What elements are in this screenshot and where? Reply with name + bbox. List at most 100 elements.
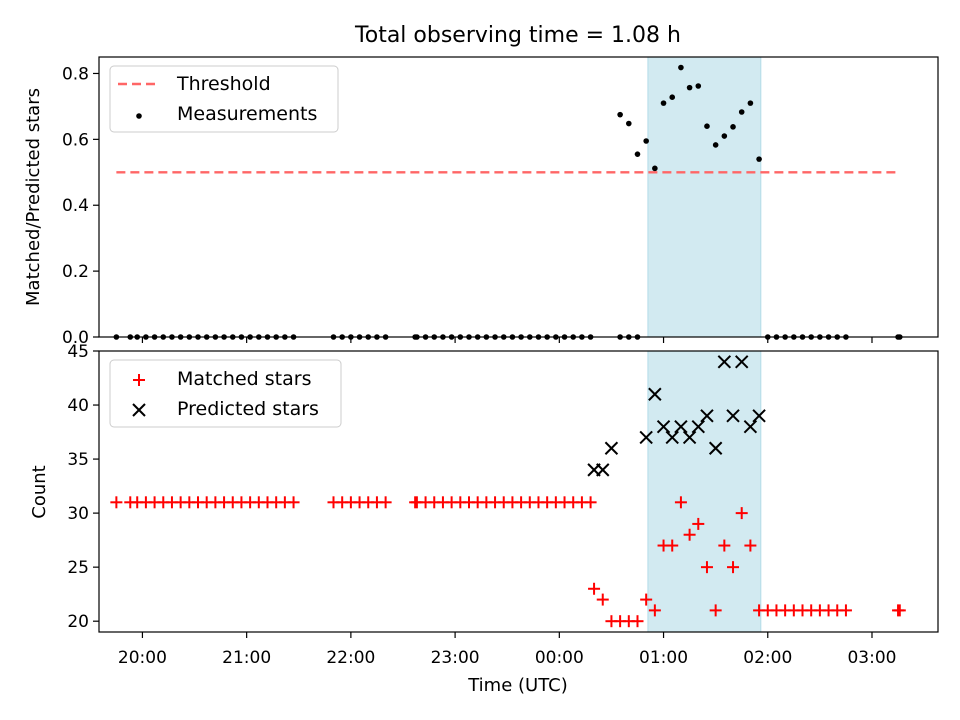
measurement-point — [634, 151, 641, 157]
predicted-legend-label: Predicted stars — [177, 398, 319, 420]
measurement-point — [756, 156, 762, 162]
predicted-star-point — [665, 430, 679, 445]
measurement-point — [617, 111, 623, 118]
bottom-y-tick-label: 40 — [67, 396, 89, 416]
top-y-tick-label: 0.2 — [62, 262, 89, 282]
bottom-y-tick-label: 20 — [67, 612, 89, 632]
predicted-star-point — [639, 430, 653, 445]
bottom-x-axis: 20:00 21:00 22:00 23:00 00:00 01:00 02:00 03:00 — [118, 632, 896, 668]
matched-star-point — [287, 496, 300, 509]
top-panel: 0.00.20.40.60.8 Matched/Predicted stars … — [23, 56, 939, 348]
top-legend-box — [109, 65, 339, 133]
bottom-legend: Matched stars Predicted stars — [109, 359, 342, 428]
bottom-y-tick-label: 35 — [67, 450, 89, 470]
predicted-star-point — [700, 409, 714, 423]
predicted-star-point — [656, 419, 671, 434]
predicted-star-point — [691, 419, 705, 434]
matched-star-point — [744, 539, 757, 552]
x-tick-label: 21:00 — [222, 648, 271, 668]
bottom-panel: 20 25 30 35 40 45 20:00 21:00 22:00 23:00 00:00 01… — [29, 342, 939, 696]
matched-star-point — [700, 561, 713, 574]
x-tick-label: 03:00 — [847, 648, 896, 668]
measurement-point — [686, 84, 693, 91]
matched-legend-marker — [133, 374, 145, 386]
matched-star-point — [674, 496, 687, 509]
matched-star-point — [683, 528, 696, 541]
x-tick-label: 02:00 — [743, 648, 792, 668]
predicted-star-point — [674, 419, 688, 434]
predicted-star-point — [726, 409, 740, 423]
predicted-star-point — [708, 441, 723, 455]
top-y-tick-label: 0.8 — [62, 64, 89, 84]
bottom-y-tick-label: 45 — [67, 342, 89, 362]
bottom-y-tick-label: 30 — [67, 504, 89, 524]
top-x-axis — [141, 337, 873, 343]
bottom-y-axis-label: Count — [29, 465, 50, 518]
matched-star-point — [631, 615, 644, 628]
measurement-point — [669, 94, 676, 100]
matched-star-point — [735, 507, 748, 520]
figure-title: Total observing time = 1.08 h — [354, 23, 681, 48]
bottom-legend-box — [109, 359, 342, 428]
bottom-shaded-band — [647, 350, 762, 633]
top-axes-frame — [98, 56, 939, 338]
top-y-tick-label: 0.6 — [62, 130, 89, 150]
x-tick-label: 22:00 — [326, 648, 375, 668]
measurement-point — [704, 123, 710, 129]
measurement-point — [738, 109, 745, 115]
predicted-star-point — [648, 387, 662, 401]
matched-star-point — [839, 604, 852, 617]
measurement-point — [721, 133, 728, 139]
measurement-point — [695, 83, 702, 89]
measurement-point — [747, 100, 754, 106]
bottom-x-axis-label: Time (UTC) — [467, 675, 568, 696]
matched-star-point — [666, 539, 679, 552]
bottom-shaded-interval — [647, 350, 762, 633]
measurements-legend-marker — [136, 113, 142, 119]
matched-star-point — [709, 604, 722, 617]
measurements-legend-label: Measurements — [177, 103, 317, 125]
matched-star-point — [640, 593, 653, 606]
matched-star-point — [596, 593, 609, 606]
bottom-points-layer — [110, 355, 906, 628]
matched-star-point — [110, 496, 123, 509]
top-shaded-interval — [647, 56, 762, 338]
bottom-axes-frame — [98, 350, 939, 633]
predicted-star-point — [682, 430, 697, 445]
measurement-point — [626, 120, 632, 127]
predicted-star-point — [604, 441, 619, 455]
bottom-y-tick-label: 25 — [67, 558, 89, 578]
matched-star-point — [648, 604, 661, 617]
predicted-star-point — [717, 355, 732, 369]
matched-star-point — [379, 496, 392, 509]
top-y-axis-label: Matched/Predicted stars — [23, 88, 44, 306]
top-y-axis: 0.0 0.2 0.4 0.6 0.8 — [62, 64, 99, 348]
bottom-y-axis: 20 25 30 35 40 45 — [67, 342, 99, 632]
top-shaded-band — [647, 56, 762, 338]
matched-star-point — [893, 604, 906, 617]
x-tick-label: 01:00 — [639, 648, 688, 668]
predicted-legend-marker — [132, 403, 146, 417]
threshold-legend-label: Threshold — [176, 73, 271, 95]
matched-star-point — [588, 582, 601, 595]
x-tick-label: 00:00 — [535, 648, 584, 668]
matched-star-point — [718, 539, 731, 552]
predicted-star-point — [735, 355, 749, 369]
measurement-point — [712, 142, 719, 148]
predicted-star-point — [743, 419, 758, 434]
top-legend: Threshold Measurements — [109, 65, 339, 133]
measurement-point — [652, 165, 658, 172]
measurement-point — [643, 138, 649, 144]
x-tick-label: 20:00 — [118, 648, 167, 668]
matched-legend-label: Matched stars — [177, 368, 311, 390]
top-points-layer — [113, 64, 903, 340]
measurement-point — [678, 64, 684, 71]
top-y-tick-label: 0.4 — [62, 196, 89, 216]
predicted-star-point — [752, 409, 766, 423]
top-y-tick-label: 0.0 — [62, 328, 89, 348]
matched-star-point — [584, 496, 597, 509]
matched-star-point — [692, 517, 705, 530]
predicted-star-point — [596, 463, 610, 477]
measurement-point — [660, 100, 667, 106]
